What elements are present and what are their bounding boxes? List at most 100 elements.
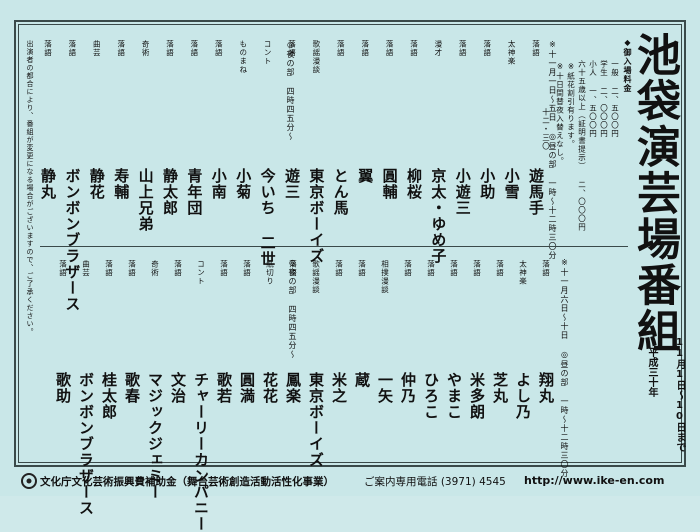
- act-role: ものまね: [238, 40, 248, 74]
- price-line-6: ※十日間替夜入替えなし。: [555, 62, 565, 166]
- performer-name: マジックジェミー: [146, 372, 164, 500]
- price-line-1: 一般 二、五〇〇円: [610, 60, 620, 138]
- lower-header: ※十一月六日〜十日 ◎昼の部 一時〜十二時三〇分: [560, 258, 569, 478]
- phone-text: ご案内専用電話 (3971) 4545: [364, 476, 506, 488]
- footer: 文化庁文化芸術振興費補助金（舞台芸術創造活動活性化事業） ご案内専用電話 (39…: [18, 470, 682, 492]
- act-role: 落語: [541, 260, 551, 277]
- date-range: 11月1日〜10日まで: [674, 337, 685, 452]
- act-role: 曲芸: [92, 40, 102, 57]
- performer-name: 小南: [209, 168, 228, 200]
- performer-name: 圓満: [238, 372, 256, 404]
- act-role: 落語: [334, 260, 344, 277]
- act-role: 曲芸: [81, 260, 91, 277]
- page-title: 池袋演芸場番組: [629, 32, 680, 354]
- price-line-4: 六十五歳以上（証明書提示） 二、〇〇〇円: [577, 60, 587, 232]
- lower-night: ◎夜の部 四時四五分〜: [288, 258, 297, 359]
- act-role: 落語: [531, 40, 541, 57]
- performer-name: ボンボンブラザース: [63, 168, 82, 312]
- performer-name: 山上兄弟: [136, 168, 155, 232]
- performer-name: 静花: [87, 168, 106, 200]
- inner-border: [18, 24, 682, 463]
- act-role: 落語: [165, 40, 175, 57]
- act-role: 落語: [43, 40, 53, 57]
- act-role: 落語: [426, 260, 436, 277]
- performer-name: 米多朗: [468, 372, 486, 420]
- price-heading: ◆御入場料金: [623, 38, 632, 93]
- era-label: 平成三十年: [646, 347, 657, 397]
- performer-name: 歌春: [123, 372, 141, 404]
- performer-name: 圓輔: [380, 168, 399, 200]
- act-role: コント: [263, 40, 273, 66]
- act-role: 落語: [242, 260, 252, 277]
- performer-name: 芝丸: [491, 372, 509, 404]
- act-role: 落語: [189, 40, 199, 57]
- price-line-5: ※紙花割引有ります。: [566, 62, 576, 149]
- title-block: 池袋演芸場番組 平成三十年 11月1日〜10日まで: [616, 32, 686, 452]
- act-role: 落語: [219, 260, 229, 277]
- performer-name: 一矢: [376, 372, 394, 404]
- performer-name: 文治: [169, 372, 187, 404]
- act-role: 漫才: [433, 40, 443, 57]
- performer-name: 桂太郎: [100, 372, 118, 420]
- act-role: 落語: [127, 260, 137, 277]
- performer-name: 遊馬手: [527, 168, 545, 216]
- act-role: 落語: [495, 260, 505, 277]
- act-role: 太神楽: [518, 260, 528, 286]
- act-role: 落語: [173, 260, 183, 277]
- performer-name: 柳桜: [405, 168, 423, 200]
- act-role: 落語: [449, 260, 459, 277]
- act-role: 相撲漫談: [380, 260, 390, 294]
- performer-name: 東京ボーイズ: [307, 168, 326, 264]
- performer-name: 鳳楽: [284, 372, 302, 404]
- act-role: 落語: [472, 260, 482, 277]
- program-sheet: 池袋演芸場番組 平成三十年 11月1日〜10日まで ◆御入場料金 一般 二、五〇…: [14, 20, 686, 532]
- performer-name: 今いち 二世: [258, 168, 277, 267]
- act-role: 落語: [288, 260, 298, 277]
- act-role: 落語: [116, 40, 126, 57]
- performer-name: 歌若: [215, 372, 233, 404]
- performer-name: 小助: [478, 168, 497, 200]
- act-role: 落語: [287, 40, 297, 57]
- act-role: 落語: [336, 40, 346, 57]
- website-link[interactable]: http://www.ike-en.com: [524, 474, 665, 487]
- act-role: 落語: [403, 260, 413, 277]
- act-role: 落語: [58, 260, 68, 277]
- act-role: 落語: [357, 260, 367, 277]
- performer-name: 歌助: [54, 372, 72, 404]
- act-time: 十二・三〇: [541, 108, 551, 151]
- performer-name: 小菊: [234, 168, 253, 200]
- performer-name: ボンボンブラザース: [77, 372, 95, 516]
- act-role: 落語: [458, 40, 468, 57]
- price-line-2: 学生 二、〇〇〇円: [599, 60, 609, 138]
- performer-name: 仲乃: [399, 372, 417, 404]
- act-role: 歌謡漫談: [311, 40, 321, 74]
- performer-name: 小遊三: [453, 168, 472, 216]
- performer-name: 小雪: [502, 168, 521, 200]
- performer-name: 翔丸: [537, 372, 555, 404]
- performer-name: 蔵: [353, 372, 371, 388]
- section-divider: [40, 246, 628, 247]
- performer-name: ひろこ: [422, 372, 440, 420]
- act-role: コント: [196, 260, 206, 286]
- act-role: 奇術: [141, 40, 151, 57]
- act-role: 落語: [360, 40, 370, 57]
- act-role: 落語: [104, 260, 114, 277]
- performer-name: 静丸: [39, 168, 57, 200]
- performer-name: 青年団: [185, 168, 204, 216]
- performer-name: よし乃: [514, 372, 532, 420]
- outer-border: [14, 20, 686, 467]
- upper-night: ◎夜の部 四時四五分〜: [286, 40, 295, 141]
- performer-name: 遊三: [283, 168, 301, 200]
- act-role: 奇術: [150, 260, 160, 277]
- performer-name: 翼: [356, 168, 375, 184]
- act-role: 落語: [67, 40, 77, 57]
- performer-name: 花花: [261, 372, 279, 404]
- performer-name: 静太郎: [161, 168, 179, 216]
- agency-logo-icon: [21, 473, 37, 489]
- act-role: 落語: [482, 40, 492, 57]
- act-role: 落語: [214, 40, 224, 57]
- act-role: 落語: [385, 40, 395, 57]
- performer-name: 京太・ゆめ子: [429, 168, 448, 264]
- performer-name: 米之: [330, 372, 348, 404]
- act-role: 歌謡漫談: [311, 260, 321, 294]
